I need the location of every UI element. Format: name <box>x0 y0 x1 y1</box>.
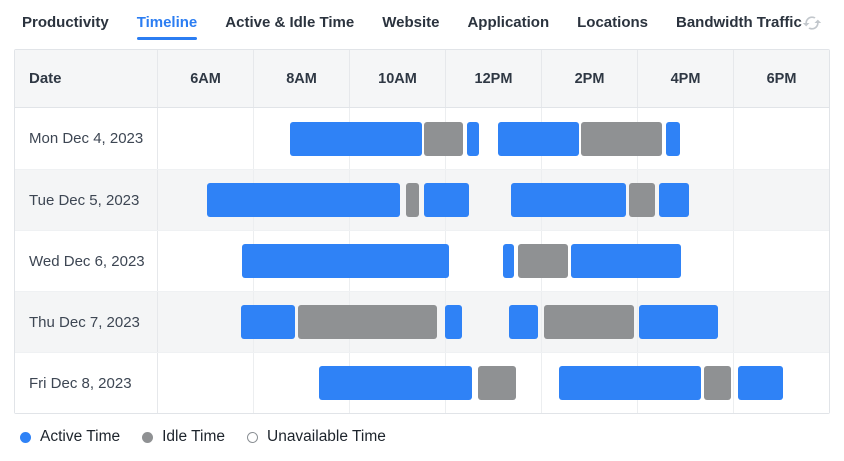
grid-column <box>638 108 734 169</box>
date-cell: Wed Dec 6, 2023 <box>15 231 158 291</box>
table-row: Thu Dec 7, 2023 <box>15 291 829 352</box>
timeline-bar-active[interactable] <box>570 244 682 278</box>
grid-column <box>734 231 829 291</box>
timeline-bar-idle[interactable] <box>406 183 420 217</box>
legend-label: Idle Time <box>162 428 225 445</box>
grid-column <box>158 231 254 291</box>
grid-column <box>734 170 829 230</box>
tab-bar-items: Productivity Timeline Active & Idle Time We… <box>22 14 802 40</box>
time-header-6pm: 6PM <box>766 70 797 87</box>
date-cell: Fri Dec 8, 2023 <box>15 353 158 413</box>
unavailable-time-dot-icon <box>247 431 258 443</box>
timeline-bar-active[interactable] <box>738 366 783 400</box>
table-row: Fri Dec 8, 2023 <box>15 352 829 413</box>
legend-item-active: Active Time <box>20 428 120 446</box>
timeline-cell <box>158 353 829 413</box>
timeline-bar-active[interactable] <box>497 121 579 156</box>
time-header-6am: 6AM <box>158 50 254 107</box>
date-cell: Mon Dec 4, 2023 <box>15 108 158 169</box>
timeline-bar-idle[interactable] <box>517 244 568 278</box>
timeline-bar-idle[interactable] <box>580 121 662 156</box>
legend-item-unavailable: Unavailable Time <box>247 428 386 446</box>
timeline-bar-active[interactable] <box>241 244 450 278</box>
date-cell: Tue Dec 5, 2023 <box>15 170 158 230</box>
tab-locations[interactable]: Locations <box>577 14 648 40</box>
timeline-bar-idle[interactable] <box>543 305 635 339</box>
time-header-8am: 8AM <box>254 50 350 107</box>
grid-column <box>638 170 734 230</box>
time-header-12pm: 12PM <box>446 50 542 107</box>
legend-label: Active Time <box>40 428 121 445</box>
timeline-bar-active[interactable] <box>659 183 689 217</box>
legend-item-idle: Idle Time <box>142 428 225 446</box>
timeline-bar-active[interactable] <box>467 121 480 156</box>
timeline-bar-active[interactable] <box>638 305 719 339</box>
legend-label: Unavailable Time <box>267 428 386 445</box>
time-header-10am: 10AM <box>350 50 446 107</box>
timeline-bar-active[interactable] <box>508 305 539 339</box>
idle-time-dot-icon <box>142 431 154 443</box>
timeline-cell <box>158 292 829 352</box>
timeline-cell <box>158 170 829 230</box>
time-header-2pm: 2PM <box>542 50 638 107</box>
timeline-bar-active[interactable] <box>240 305 295 339</box>
timeline-bar-active[interactable] <box>206 183 401 217</box>
refresh-button[interactable] <box>802 13 822 33</box>
timeline-bar-active[interactable] <box>289 121 423 156</box>
grid-column <box>734 108 829 169</box>
tab-website[interactable]: Website <box>382 14 439 40</box>
grid-column <box>638 292 734 352</box>
tab-bar: Productivity Timeline Active & Idle Time We… <box>0 0 844 40</box>
grid-column <box>734 292 829 352</box>
tab-timeline[interactable]: Timeline <box>136 14 197 40</box>
timeline-bar-idle[interactable] <box>478 366 516 400</box>
timeline-bar-active[interactable] <box>510 183 626 217</box>
timeline-cell <box>158 231 829 291</box>
timeline-bar-idle[interactable] <box>298 305 438 339</box>
timeline-cell <box>158 108 829 169</box>
timeline-bar-active[interactable] <box>318 366 472 400</box>
grid-column <box>446 292 542 352</box>
timeline-bar-idle[interactable] <box>704 366 732 400</box>
timeline-rows: Mon Dec 4, 2023 Tue Dec 5, 2023 Wed Dec 6,… <box>15 108 829 413</box>
grid-column <box>158 353 254 413</box>
active-time-dot-icon <box>20 431 31 443</box>
refresh-icon <box>802 16 822 36</box>
table-row: Wed Dec 6, 2023 <box>15 230 829 291</box>
timeline-bar-active[interactable] <box>445 305 463 339</box>
time-header-4pm: 4PM <box>638 50 734 107</box>
date-cell: Thu Dec 7, 2023 <box>15 292 158 352</box>
timeline-grid <box>158 108 829 169</box>
legend: Active Time Idle Time Unavailable Time <box>0 414 844 446</box>
table-row: Tue Dec 5, 2023 <box>15 169 829 230</box>
grid-column <box>158 108 254 169</box>
date-column-header: Date <box>15 50 158 107</box>
timeline-bar-active[interactable] <box>665 121 681 156</box>
grid-column <box>542 292 638 352</box>
grid-column <box>638 231 734 291</box>
grid-column <box>446 353 542 413</box>
grid-column <box>638 353 734 413</box>
timeline-bar-active[interactable] <box>503 244 515 278</box>
table-header-row: Date 6AM 8AM 10AM 12PM 2PM 4PM 6PM <box>15 50 829 108</box>
tab-productivity[interactable]: Productivity <box>22 14 109 40</box>
timeline-table: Date 6AM 8AM 10AM 12PM 2PM 4PM 6PM Mon Dec 4, … <box>14 49 830 414</box>
timeline-bar-idle[interactable] <box>628 183 656 217</box>
timeline-bar-active[interactable] <box>424 183 469 217</box>
grid-column <box>158 292 254 352</box>
tab-bandwidth-traffic[interactable]: Bandwidth Traffic <box>676 14 802 40</box>
timeline-bar-idle[interactable] <box>424 121 464 156</box>
time-header-cells: 6AM 8AM 10AM 12PM 2PM 4PM 6PM <box>158 50 829 107</box>
tab-active-idle-time[interactable]: Active & Idle Time <box>225 14 354 40</box>
table-row: Mon Dec 4, 2023 <box>15 108 829 169</box>
tab-application[interactable]: Application <box>467 14 549 40</box>
timeline-bar-active[interactable] <box>558 366 701 400</box>
